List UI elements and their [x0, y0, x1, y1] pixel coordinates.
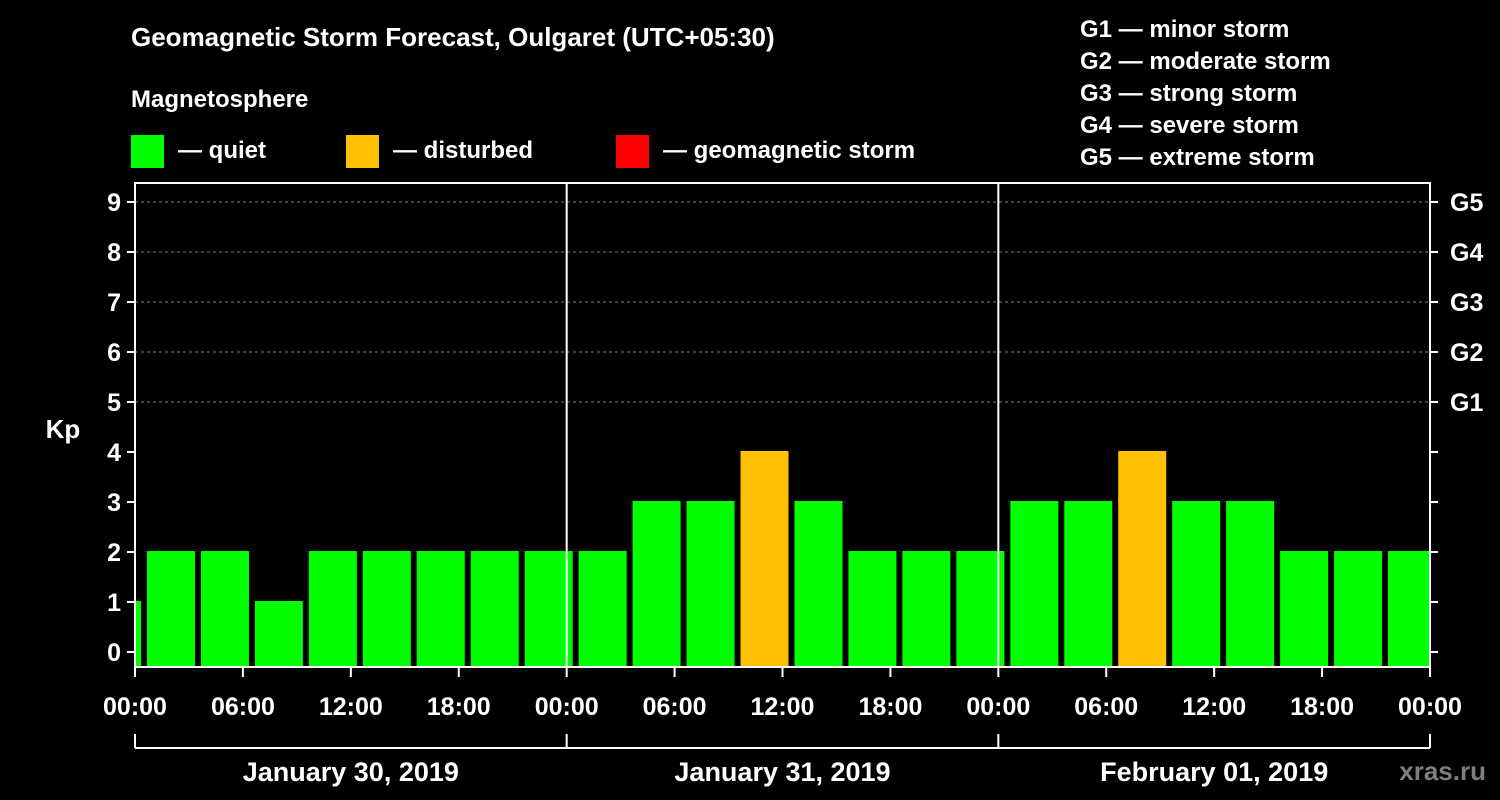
x-tick-label: 00:00: [103, 693, 167, 721]
x-tick-label: 00:00: [1398, 693, 1462, 721]
kp-bar: [632, 501, 681, 667]
storm-level-g3: G3 — strong storm: [1080, 80, 1298, 107]
g-scale-label-g1: G1: [1450, 389, 1483, 417]
y-tick-label: 7: [107, 289, 121, 317]
x-tick-label: 12:00: [319, 693, 383, 721]
kp-bar: [146, 551, 195, 667]
legend-swatch-disturbed: [346, 134, 379, 168]
kp-bar: [135, 601, 142, 667]
kp-bar: [524, 551, 573, 667]
y-tick-label: 8: [107, 239, 121, 267]
x-tick-label: 12:00: [751, 693, 815, 721]
kp-bar: [470, 551, 519, 667]
storm-level-g1: G1 — minor storm: [1080, 16, 1290, 43]
legend-label-storm: — geomagnetic storm: [663, 137, 916, 164]
legend-swatch-quiet: [131, 134, 164, 168]
storm-level-g5: G5 — extreme storm: [1080, 144, 1315, 171]
legend-item-quiet: — quiet: [131, 134, 266, 168]
y-tick-label: 6: [107, 339, 121, 367]
storm-level-legend: G1 — minor storm G2 — moderate storm G3 …: [1080, 14, 1331, 174]
kp-bar: [1172, 501, 1221, 667]
x-tick-label: 18:00: [427, 693, 491, 721]
kp-bar: [362, 551, 411, 667]
day-label: January 31, 2019: [674, 757, 890, 787]
kp-bar: [1010, 501, 1059, 667]
kp-bar: [200, 551, 249, 667]
legend-label-quiet: — quiet: [178, 137, 266, 164]
storm-level-g2: G2 — moderate storm: [1080, 48, 1331, 75]
kp-bar: [794, 501, 843, 667]
g-scale-label-g5: G5: [1450, 189, 1483, 217]
chart-title: Geomagnetic Storm Forecast, Oulgaret (UT…: [131, 22, 775, 52]
y-tick-label: 3: [107, 489, 121, 517]
kp-bar: [308, 551, 357, 667]
day-label: February 01, 2019: [1100, 757, 1328, 787]
y-tick-label: 2: [107, 539, 121, 567]
storm-level-g4: G4 — severe storm: [1080, 112, 1299, 139]
legend-item-disturbed: — disturbed: [346, 134, 533, 168]
kp-bar: [578, 551, 627, 667]
x-tick-label: 06:00: [643, 693, 707, 721]
kp-bar: [902, 551, 951, 667]
x-tick-label: 06:00: [211, 693, 275, 721]
x-tick-label: 18:00: [858, 693, 922, 721]
kp-bar: [1064, 501, 1113, 667]
g-scale-label-g4: G4: [1450, 239, 1483, 267]
kp-bar: [1280, 551, 1329, 667]
kp-bar: [848, 551, 897, 667]
kp-bar: [956, 551, 1005, 667]
x-tick-label: 00:00: [966, 693, 1030, 721]
kp-bar: [686, 501, 735, 667]
kp-bar: [740, 451, 789, 667]
kp-bar: [416, 551, 465, 667]
kp-bar: [1118, 451, 1167, 667]
y-tick-label: 0: [107, 639, 121, 667]
y-tick-label: 9: [107, 189, 121, 217]
x-tick-label: 12:00: [1182, 693, 1246, 721]
x-tick-label: 06:00: [1074, 693, 1138, 721]
kp-bar: [1226, 501, 1275, 667]
y-tick-label: 4: [107, 439, 121, 467]
day-label: January 30, 2019: [243, 757, 459, 787]
y-tick-label: 5: [107, 389, 121, 417]
kp-bar: [254, 601, 303, 667]
y-axis-label: Kp: [46, 414, 81, 444]
legend-item-storm: — geomagnetic storm: [616, 134, 915, 168]
g-scale-label-g3: G3: [1450, 289, 1483, 317]
legend-label-disturbed: — disturbed: [393, 137, 534, 164]
legend-title: Magnetosphere: [131, 86, 309, 113]
legend-swatch-storm: [616, 134, 649, 168]
g-scale-label-g2: G2: [1450, 339, 1483, 367]
y-tick-label: 1: [107, 589, 121, 617]
x-tick-label: 00:00: [535, 693, 599, 721]
kp-bar: [1388, 551, 1430, 667]
kp-bar: [1334, 551, 1383, 667]
watermark: xras.ru: [1399, 756, 1486, 786]
x-tick-label: 18:00: [1290, 693, 1354, 721]
